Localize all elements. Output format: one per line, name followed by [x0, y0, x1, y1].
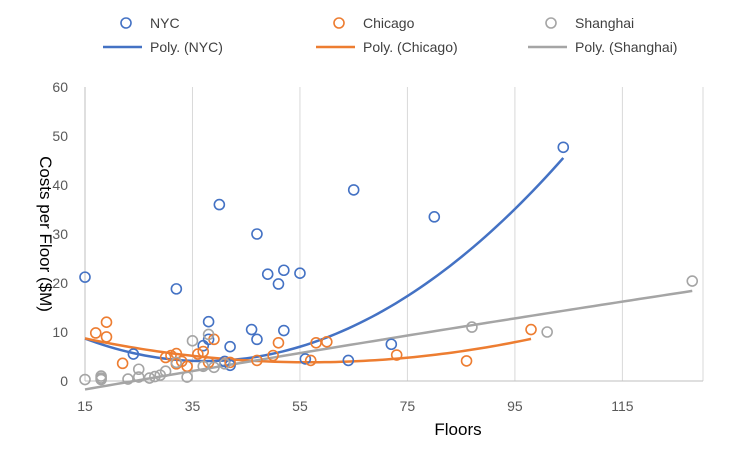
point-shanghai — [181, 371, 193, 383]
point-chicago — [460, 355, 473, 367]
point-shanghai — [466, 321, 478, 333]
point-nyc — [557, 141, 570, 154]
x-tick-label: 75 — [400, 398, 416, 414]
y-tick-label: 30 — [52, 226, 68, 242]
point-nyc — [224, 340, 236, 353]
y-tick-label: 10 — [52, 324, 68, 340]
data-points — [79, 141, 699, 386]
y-tick-label: 50 — [52, 128, 68, 144]
legend-label-chicago: Chicago — [363, 15, 415, 31]
x-tick-label: 35 — [185, 398, 201, 414]
point-shanghai — [197, 360, 210, 373]
point-shanghai — [218, 358, 231, 370]
point-nyc — [127, 348, 140, 360]
point-nyc — [278, 324, 290, 337]
point-chicago — [525, 323, 537, 336]
point-chicago — [304, 354, 317, 367]
point-chicago — [251, 354, 263, 367]
point-chicago — [170, 347, 183, 360]
point-nyc — [79, 271, 91, 283]
point-nyc — [202, 315, 215, 328]
y-tick-label: 20 — [52, 275, 68, 291]
point-shanghai — [170, 356, 183, 369]
legend-marker-nyc — [120, 17, 132, 29]
y-axis-title: Costs per Floor ($M) — [36, 156, 55, 312]
legend-marker-shanghai — [545, 17, 557, 29]
point-nyc — [213, 198, 226, 211]
trendline-poly-chicago — [84, 337, 532, 364]
point-shanghai — [208, 361, 220, 374]
point-nyc — [202, 333, 215, 346]
point-shanghai — [202, 328, 215, 341]
point-nyc — [299, 353, 312, 365]
point-shanghai — [541, 326, 553, 338]
point-nyc — [428, 211, 441, 223]
point-chicago — [272, 336, 285, 349]
x-axis-title: Floors — [434, 420, 481, 439]
legend-label-chicago-trend: Poly. (Chicago) — [363, 39, 458, 55]
point-shanghai — [159, 365, 172, 378]
y-tick-label: 0 — [60, 373, 68, 389]
y-tick-label: 40 — [52, 177, 68, 193]
point-chicago — [89, 327, 102, 339]
tick-labels: 15 35 55 75 95 115 0 10 20 30 40 50 60 — [52, 79, 633, 414]
point-chicago — [197, 345, 210, 358]
point-nyc — [385, 338, 398, 351]
point-chicago — [100, 316, 113, 329]
point-nyc — [342, 354, 355, 367]
point-shanghai — [186, 335, 199, 347]
point-nyc — [224, 359, 236, 372]
point-chicago — [390, 349, 403, 361]
x-tick-label: 95 — [507, 398, 523, 414]
point-chicago — [321, 335, 333, 348]
point-nyc — [261, 268, 274, 280]
y-tick-label: 60 — [52, 79, 68, 95]
legend-marker-chicago — [333, 17, 345, 29]
point-shanghai — [686, 275, 699, 287]
axes — [84, 87, 703, 382]
x-tick-label: 115 — [611, 398, 634, 414]
legend: NYC Chicago Shanghai Poly. (NYC) Poly. (… — [103, 15, 677, 55]
point-chicago — [310, 336, 322, 349]
point-shanghai — [95, 370, 107, 382]
legend-label-shanghai-trend: Poly. (Shanghai) — [575, 39, 677, 55]
point-chicago — [100, 331, 113, 343]
point-shanghai — [79, 373, 91, 386]
point-shanghai — [143, 372, 156, 384]
point-nyc — [251, 228, 263, 240]
point-nyc — [251, 333, 263, 346]
point-chicago — [267, 349, 279, 362]
point-chicago — [159, 351, 172, 364]
point-nyc — [347, 184, 360, 196]
x-tick-label: 15 — [77, 398, 93, 414]
point-shanghai — [122, 373, 134, 385]
point-chicago — [224, 356, 236, 369]
x-tick-label: 55 — [292, 398, 308, 414]
point-nyc — [294, 267, 306, 280]
legend-label-shanghai: Shanghai — [575, 15, 634, 31]
gridlines — [191, 87, 704, 381]
point-shanghai — [132, 363, 145, 376]
point-chicago — [192, 348, 204, 360]
point-chicago — [116, 357, 129, 370]
point-shanghai — [132, 371, 145, 383]
point-nyc — [170, 283, 183, 295]
point-nyc — [245, 323, 258, 336]
legend-label-nyc: NYC — [150, 15, 180, 31]
point-nyc — [272, 278, 285, 290]
trendline-poly-nyc — [84, 157, 565, 363]
legend-label-nyc-trend: Poly. (NYC) — [150, 39, 223, 55]
point-nyc — [278, 264, 290, 277]
point-shanghai — [149, 370, 161, 383]
